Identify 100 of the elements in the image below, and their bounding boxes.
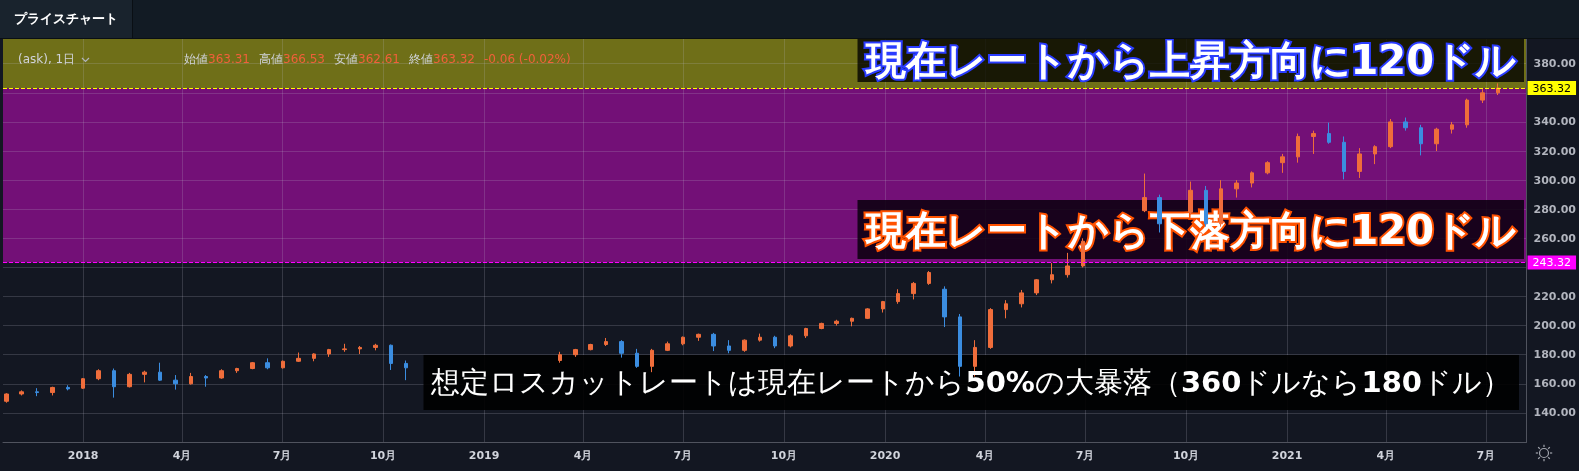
y-tick-label: 260.00: [1533, 231, 1577, 245]
candlestick: [650, 348, 654, 373]
candlestick: [142, 370, 147, 383]
candlestick: [696, 333, 701, 342]
candlestick: [19, 389, 24, 396]
candlestick: [1065, 252, 1070, 279]
candlestick: [1250, 170, 1254, 188]
annotation: 始値363.31: [184, 52, 250, 66]
candlestick: [819, 322, 824, 330]
candlestick: [619, 339, 624, 359]
candlestick: [312, 352, 316, 362]
x-tick-label: 4月: [573, 449, 593, 462]
candlestick: [112, 368, 116, 399]
candlestick: [1434, 127, 1439, 152]
candlestick: [958, 313, 962, 378]
ref-line-label: 243.32: [1532, 256, 1572, 270]
annotation: 安値362.61: [334, 52, 400, 66]
candlestick: [773, 335, 777, 349]
y-tick-label: 380.00: [1533, 57, 1577, 71]
candlestick: [189, 372, 193, 386]
candlestick: [573, 348, 578, 358]
candlestick: [358, 345, 362, 355]
candlestick: [1019, 289, 1024, 308]
candlestick: [66, 384, 70, 391]
candlestick: [1265, 160, 1270, 175]
y-tick-label: 200.00: [1533, 319, 1577, 333]
candlestick: [204, 374, 208, 388]
annotation: 現在レートから下落方向に120ドル: [863, 206, 1516, 253]
x-tick-label: 4月: [975, 449, 995, 462]
x-tick-label: 10月: [1172, 449, 1200, 462]
x-tick-label: 2019: [468, 449, 500, 462]
candlestick: [250, 361, 255, 370]
candlestick: [1234, 179, 1239, 199]
candlestick: [50, 386, 55, 396]
candlestick: [865, 307, 870, 320]
candlestick: [1419, 124, 1423, 156]
candlestick: [881, 300, 885, 314]
candlestick: [1004, 299, 1008, 319]
chart-title: プライスチャート: [14, 11, 118, 27]
candlestick: [265, 357, 270, 370]
candlestick: [389, 344, 393, 371]
ref-line-label: 363.32: [1532, 81, 1572, 95]
candlestick: [942, 285, 947, 328]
candlestick: [1034, 278, 1039, 296]
candlestick: [404, 360, 408, 381]
candlestick: [4, 392, 9, 404]
candlestick: [758, 333, 762, 343]
annotation: 高値366.53: [259, 52, 325, 66]
y-tick-label: 300.00: [1533, 173, 1577, 187]
candlestick: [173, 374, 178, 391]
y-tick-label: 320.00: [1533, 144, 1577, 158]
candlestick: [158, 362, 162, 382]
candlestick: [1357, 147, 1362, 179]
candlestick: [588, 343, 593, 351]
candlestick: [219, 368, 224, 380]
y-tick-label: 140.00: [1533, 406, 1577, 420]
candlestick: [1465, 98, 1469, 129]
candlestick: [1373, 144, 1377, 165]
candlestick: [96, 368, 101, 381]
candlestick: [834, 319, 839, 327]
annotation: 終値363.32: [409, 52, 475, 66]
candlestick: [281, 360, 285, 370]
y-tick-label: 220.00: [1533, 290, 1577, 304]
candlestick: [1311, 130, 1316, 155]
x-tick-label: 4月: [172, 449, 192, 462]
candlestick: [927, 270, 931, 286]
candlestick: [81, 377, 85, 390]
x-tick-label: 2018: [67, 449, 99, 462]
candlestick: [1050, 262, 1054, 284]
candlestick: [911, 281, 916, 300]
x-tick-label: 7月: [1476, 449, 1496, 462]
candlestick: [604, 337, 608, 347]
candlestick: [1450, 121, 1454, 135]
candlestick: [804, 327, 808, 339]
candlestick: [665, 341, 670, 352]
candlestick: [235, 367, 239, 374]
x-tick-label: 10月: [770, 449, 798, 462]
candlestick: [296, 352, 301, 363]
candlestick: [711, 332, 716, 352]
candlestick: [127, 372, 132, 388]
candlestick: [788, 333, 793, 348]
candlestick: [896, 288, 900, 305]
candlestick: [635, 348, 639, 369]
candlestick: [1388, 118, 1393, 149]
candlestick: [1280, 153, 1285, 174]
candlestick: [1296, 133, 1300, 164]
x-tick-label: 2020: [869, 449, 901, 462]
candlestick: [327, 348, 331, 358]
x-tick-label: 7月: [673, 449, 693, 462]
annotation: 現在レートから上昇方向に120ドル: [863, 36, 1516, 83]
y-tick-label: 180.00: [1533, 348, 1577, 362]
candlestick: [727, 339, 731, 354]
candlestick: [558, 351, 562, 364]
y-tick-label: 340.00: [1533, 115, 1577, 129]
candlestick: [342, 343, 347, 353]
candlestick: [988, 307, 993, 350]
candlestick: [1480, 88, 1485, 104]
candlestick: [742, 338, 747, 353]
x-tick-label: 7月: [1075, 449, 1095, 462]
candlestick: [1403, 117, 1408, 132]
